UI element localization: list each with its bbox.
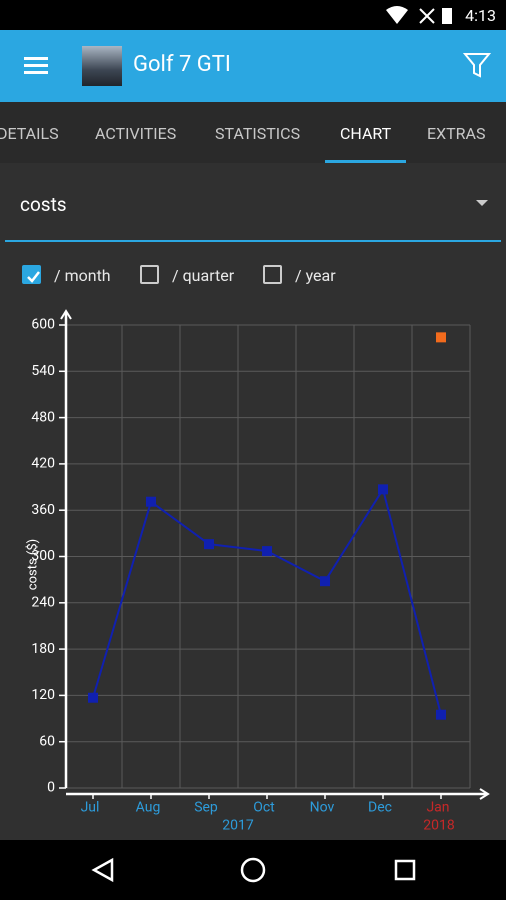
y-tick-label: 0 [47,780,55,796]
y-tick-label: 300 [31,548,55,564]
checkbox-label[interactable]: / year [295,266,336,285]
dropdown-value[interactable]: costs [20,193,67,216]
menu-button[interactable] [22,52,52,82]
y-tick-label: 540 [31,363,55,379]
checkbox-label[interactable]: / quarter [172,266,235,285]
x-tick-label: Aug [136,800,161,816]
x-tick-label: Oct [253,800,275,816]
x-axis-arrow [479,788,490,800]
y-tick-label: 60 [39,733,55,749]
tab[interactable]: STATISTICS [215,124,301,143]
car-thumbnail [82,46,122,86]
year-label: 2018 [423,818,455,834]
data-point [88,692,98,703]
y-axis-arrow [60,309,72,320]
status-icons [386,6,452,24]
y-tick-label: 420 [31,456,55,472]
checkbox[interactable] [263,265,282,284]
tab[interactable]: ACTIVITIES [95,124,177,143]
checkbox[interactable] [140,265,159,284]
toolbar-title: Golf 7 GTI [133,52,231,77]
x-tick-label: Jan [426,800,449,816]
tab-indicator [325,160,406,163]
clock: 4:13 [465,6,496,25]
y-axis-label: costs ($) [25,539,40,590]
data-point [204,539,214,550]
dropdown-arrow[interactable] [475,199,489,209]
x-tick-label: Nov [310,800,335,816]
data-point [262,546,272,557]
y-tick-label: 600 [31,317,55,333]
dropdown-underline [5,240,501,242]
nav-bar [0,840,506,900]
data-point [436,709,446,720]
year-label: 2017 [222,818,254,834]
y-tick-label: 120 [31,687,55,703]
data-point [378,484,388,495]
check-mark [27,271,40,283]
back-button[interactable] [91,857,114,883]
tab-bar: DETAILS ACTIVITIES STATISTICS CHART EXTRAS [0,102,506,163]
x-tick-label: Dec [368,800,392,816]
status-bar: 4:13 [0,0,506,30]
y-tick-label: 480 [31,409,55,425]
data-point [436,332,446,343]
nav-buttons [91,857,416,883]
y-tick-label: 360 [31,502,55,518]
tab[interactable]: DETAILS [0,124,59,143]
tab[interactable]: EXTRAS [427,124,486,143]
y-tick-label: 180 [31,641,55,657]
data-point [320,576,330,587]
plot: 0 60 120 180 240 300 360 420 480 540 600 Jul Aug Sep O… [25,309,490,834]
filter-button[interactable] [462,50,492,80]
data-point [146,496,156,507]
checkbox[interactable] [22,265,41,284]
home-button[interactable] [240,857,266,883]
chart: 0 60 120 180 240 300 360 420 480 540 600 Jul Aug Sep O… [25,309,490,834]
series-line [92,486,442,715]
checkbox-label[interactable]: / month [54,266,111,285]
tab[interactable]: CHART [340,124,392,143]
y-tick-label: 240 [31,595,55,611]
toolbar: Golf 7 GTI [0,30,506,102]
x-tick-label: Jul [81,800,100,816]
x-tick-label: Sep [194,800,218,816]
recents-button[interactable] [394,859,416,881]
